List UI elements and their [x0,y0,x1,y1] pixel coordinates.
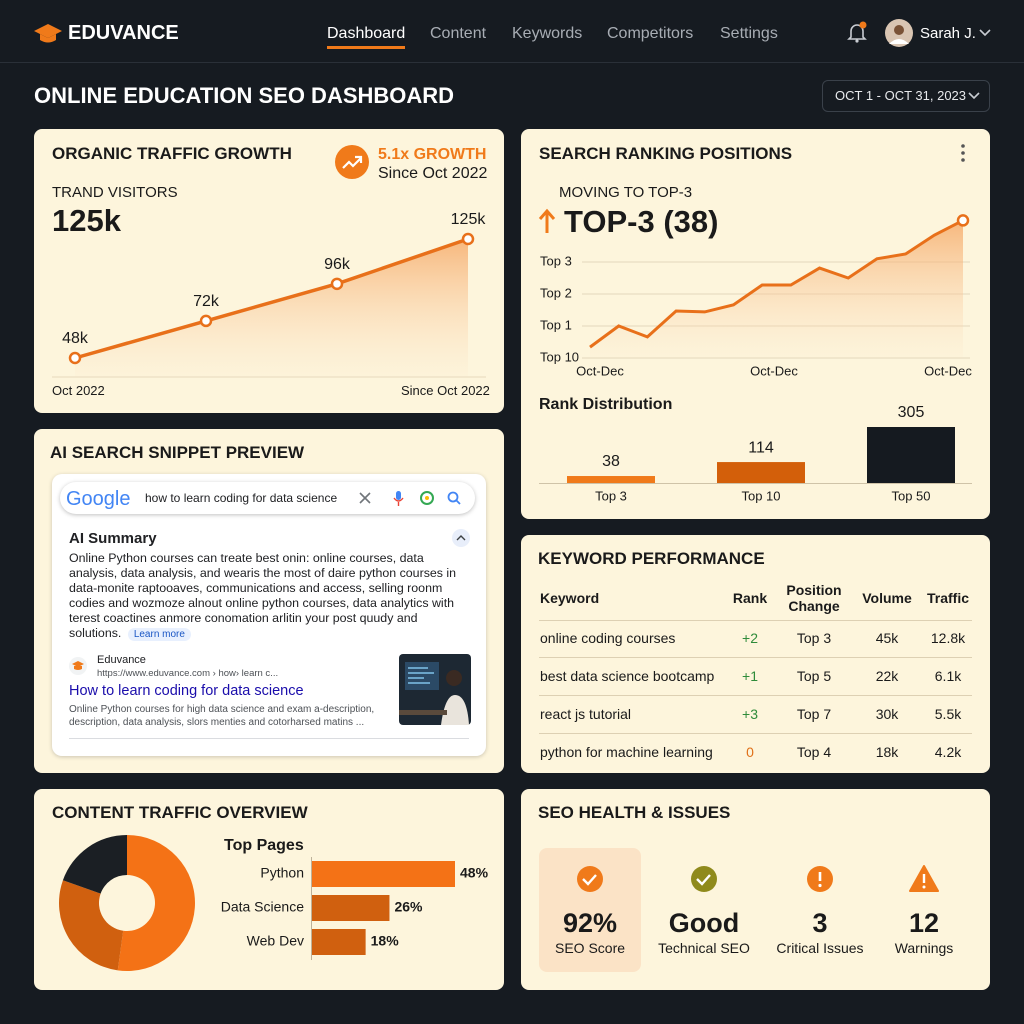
column-header: Volume [862,590,912,606]
nav-underline [327,46,405,49]
table-cell: +2 [742,630,758,646]
avatar[interactable] [884,18,914,48]
column-header: Traffic [926,590,969,606]
google-logo: Google [66,488,131,510]
site-name: Eduvance [97,654,146,666]
table-cell: 18k [875,744,899,760]
column-header: Rank [732,590,768,606]
brand: EDUVANCE [68,22,179,44]
row-divider [539,695,972,696]
summary-text: Online Python courses can treate best on… [69,551,469,642]
table-cell: python for machine learning [540,744,713,760]
metric-label: TRAND VISITORS [52,184,178,201]
health-value: 3 [812,908,828,938]
health-label: Technical SEO [658,940,750,956]
chevron [968,92,980,100]
table-cell: Top 7 [796,706,832,722]
learn-more[interactable]: Learn more [127,628,191,641]
table-cell: 4.2k [934,744,962,760]
nav-item[interactable]: Competitors [607,25,694,42]
health-label: Critical Issues [776,940,864,956]
page-title: ONLINE EDUCATION SEO DASHBOARD [34,83,455,108]
metric-value: TOP-3 (38) [564,204,719,239]
summary-body: Online Python courses can treate best on… [69,551,457,640]
growth-value: 5.1x GROWTH [378,146,487,163]
table-cell: online coding courses [540,630,676,646]
health-label: Warnings [894,940,954,956]
table-cell: +1 [742,668,758,684]
card-title: SEO HEALTH & ISSUES [538,803,731,822]
column-header: Position Change [786,582,842,614]
chart-title: Top Pages [224,837,304,854]
bell-icon[interactable] [846,20,868,44]
up-arrow [538,208,556,233]
chart-title: Rank Distribution [539,396,673,413]
table-cell: 0 [746,744,754,760]
card-title: ORGANIC TRAFFIC GROWTH [52,144,292,163]
logo-icon [34,24,62,43]
keyword-table: Keyword Rank Position Change Volume Traffic o… [521,575,990,770]
card-title: AI SEARCH SNIPPET PREVIEW [50,443,305,462]
row-divider [539,657,972,658]
health-label: SEO Score [554,940,626,956]
table-cell: react js tutorial [540,706,632,722]
row-divider [539,733,972,734]
metric-label: MOVING TO TOP-3 [559,184,693,201]
table-cell: 22k [875,668,899,684]
result-link[interactable]: How to learn coding for data science [69,683,304,699]
x-label: Since Oct 2022 [401,383,490,398]
search-icons[interactable] [356,488,466,508]
table-cell: Top 4 [796,744,832,760]
health-icons [577,865,939,892]
growth-icon [335,145,369,179]
table-cell: Top 5 [796,668,832,684]
row-divider [539,620,972,621]
table-cell: 6.1k [934,668,962,684]
summary-title: AI Summary [69,530,157,547]
table-cell: 45k [875,630,899,646]
search-query[interactable]: how to learn coding for data science [145,491,338,505]
nav-item[interactable]: Dashboard [327,25,406,42]
result-description: Online Python courses for high data scie… [69,704,375,728]
date-picker[interactable] [822,80,990,112]
card-title: SEARCH RANKING POSITIONS [539,144,793,163]
top-bar [0,0,1024,63]
nav-item[interactable]: Keywords [512,25,583,42]
health-value: Good [668,908,740,938]
collapse-icon[interactable] [452,529,470,547]
table-cell: best data science bootcamp [540,668,715,684]
column-header: Keyword [540,590,600,606]
table-cell: 5.5k [934,706,962,722]
table-cell: 12.8k [930,630,966,646]
health-value: 92% [562,908,618,938]
table-cell: Top 3 [796,630,832,646]
metric-value: 125k [52,203,121,238]
divider [69,738,469,739]
result-image [399,654,471,725]
nav-item[interactable]: Settings [720,25,778,42]
date-range[interactable]: OCT 1 - OCT 31, 2023 [835,88,967,103]
chevron [979,29,991,37]
site-icon [69,657,87,675]
menu-dots[interactable] [959,143,967,163]
site-url: https://www.eduvance.com › how› learn c.… [97,668,279,679]
table-cell: +3 [742,706,758,722]
growth-since: Since Oct 2022 [378,165,488,182]
card-title: CONTENT TRAFFIC OVERVIEW [52,803,308,822]
card-title: KEYWORD PERFORMANCE [538,549,765,568]
search-bar[interactable] [60,482,475,514]
x-label: Oct 2022 [52,383,105,398]
user-name[interactable]: Sarah J. [920,25,976,42]
health-value: 12 [908,908,940,938]
nav-item[interactable]: Content [430,25,487,42]
table-cell: 30k [875,706,899,722]
